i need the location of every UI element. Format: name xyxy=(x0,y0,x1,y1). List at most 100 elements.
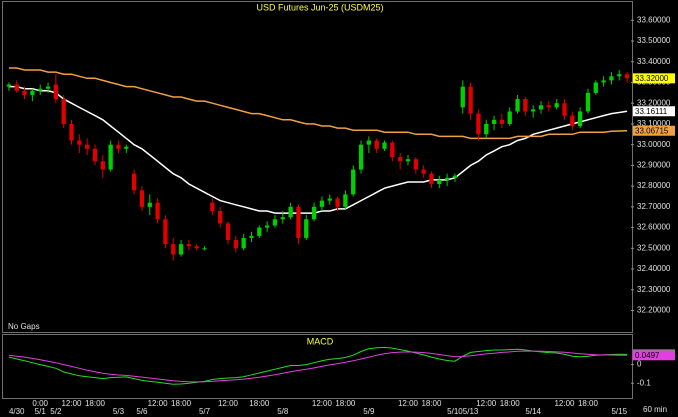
candle-body xyxy=(468,86,473,114)
y-tick-label: 32.90000 xyxy=(637,161,671,170)
candle-body xyxy=(570,115,575,127)
x-time-label: 18:00 xyxy=(85,399,106,408)
candle-body xyxy=(624,74,630,79)
candle-body xyxy=(241,237,246,249)
candle-body xyxy=(358,144,364,170)
x-time-label: 12:00 xyxy=(312,399,333,408)
candle-body xyxy=(343,194,348,207)
x-date-label: 5/2 xyxy=(50,407,62,416)
candle-body xyxy=(421,169,426,174)
x-time-label: 12:00 xyxy=(476,399,497,408)
candle-body xyxy=(225,223,231,241)
y-tick-label: 33.20000 xyxy=(637,98,671,107)
value-box xyxy=(633,350,675,361)
candle-body xyxy=(491,119,497,124)
candle-body xyxy=(296,206,301,238)
line xyxy=(8,85,628,214)
y-tick-label: -0.1 xyxy=(637,378,651,387)
x-date-label: 5/8 xyxy=(277,407,289,416)
candle-body xyxy=(523,99,528,112)
x-date-label: 5/14 xyxy=(525,407,541,416)
note: No Gaps xyxy=(8,322,40,331)
x-date-label: 5/13 xyxy=(463,407,479,416)
candle-body xyxy=(538,105,544,110)
candle-body xyxy=(382,142,387,149)
candle-body xyxy=(53,84,59,100)
candle-body xyxy=(6,84,12,87)
candle-body xyxy=(92,148,98,162)
candle-body xyxy=(335,198,340,207)
x-time-label: 18:00 xyxy=(421,399,442,408)
candle-body xyxy=(405,159,411,162)
x-time-label: 12:00 xyxy=(398,399,419,408)
candle-body xyxy=(413,159,418,170)
value-box-label: 33.16111 xyxy=(635,107,668,116)
candle-body xyxy=(272,219,278,226)
candle-body xyxy=(186,244,192,247)
candle-body xyxy=(429,173,434,185)
value-box-label: 33.32000 xyxy=(635,74,669,83)
candle-body xyxy=(22,90,27,95)
candle-body xyxy=(444,177,450,180)
y-tick-label: 33.10000 xyxy=(637,119,671,128)
x-time-label: 0:00 xyxy=(32,399,48,408)
candle-body xyxy=(124,146,129,149)
candle-body xyxy=(147,202,152,207)
candle-body xyxy=(14,84,19,91)
candle-body xyxy=(30,90,35,95)
candle-body xyxy=(280,217,285,220)
candle-body xyxy=(609,76,614,81)
candle-body xyxy=(61,99,66,124)
y-tick-label: 32.60000 xyxy=(637,223,671,232)
candle-body xyxy=(617,74,622,77)
candle-body xyxy=(593,82,598,93)
candle-body xyxy=(116,144,121,149)
y-tick-label: 32.40000 xyxy=(637,264,671,273)
candle-body xyxy=(484,123,489,135)
price-panel-frame xyxy=(2,1,633,333)
candle-body xyxy=(288,206,293,218)
candle-body xyxy=(366,140,372,145)
y-tick-label: 33.50000 xyxy=(637,36,671,45)
candle-body xyxy=(562,103,567,116)
candle-body xyxy=(77,140,82,145)
value-box xyxy=(633,125,675,136)
candle-body xyxy=(139,190,145,207)
y-tick-label: 32.20000 xyxy=(637,306,671,315)
candle-body xyxy=(304,219,309,238)
x-time-label: 12:00 xyxy=(554,399,575,408)
candle-body xyxy=(69,123,74,141)
y-tick-label: 33.00000 xyxy=(637,140,671,149)
candle-body xyxy=(327,198,332,201)
candle-body xyxy=(210,202,215,211)
candle-body xyxy=(108,144,113,170)
candle-body xyxy=(390,142,395,158)
candle-body xyxy=(531,109,536,112)
value-box-label: 0.0497 xyxy=(635,351,660,360)
candle-body xyxy=(585,92,591,112)
candle-body xyxy=(233,240,238,249)
candle-body xyxy=(351,169,356,195)
x-date-label: 5/6 xyxy=(136,407,148,416)
value-box-label: 33.06715 xyxy=(635,126,669,135)
candle-body xyxy=(601,80,606,83)
y-tick-label: 33.60000 xyxy=(637,15,671,24)
macd-title: MACD xyxy=(307,336,334,346)
x-time-label: 12:00 xyxy=(61,399,82,408)
macd-panel-frame xyxy=(2,334,633,399)
line xyxy=(8,346,628,385)
candle-body xyxy=(460,86,465,108)
candle-body xyxy=(319,200,325,207)
candle-body xyxy=(45,86,51,89)
candle-body xyxy=(202,248,207,250)
candle-body xyxy=(311,206,317,220)
x-time-label: 18:00 xyxy=(249,399,270,408)
candle-body xyxy=(257,227,262,236)
candle-body xyxy=(218,210,223,224)
candle-body xyxy=(249,235,254,238)
candle-body xyxy=(38,88,43,91)
x-date-label: 5/10 xyxy=(447,407,463,416)
candle-body xyxy=(546,105,551,108)
candle-body xyxy=(554,103,559,108)
candle-body xyxy=(499,119,505,124)
